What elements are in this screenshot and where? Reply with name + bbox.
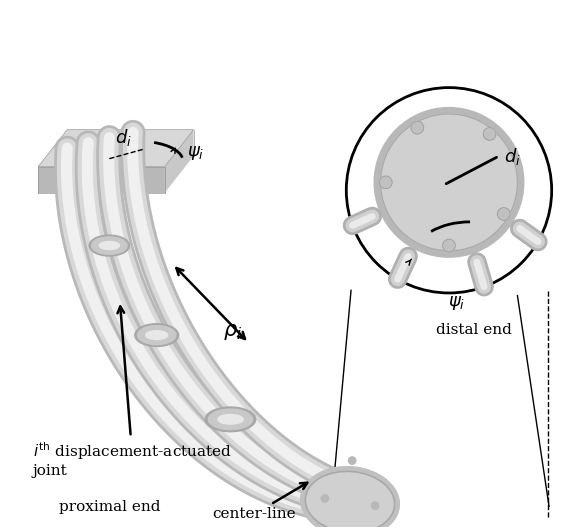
Circle shape xyxy=(443,239,455,252)
Text: $\psi_i$: $\psi_i$ xyxy=(448,295,466,313)
Text: $\rho_i$: $\rho_i$ xyxy=(222,323,242,343)
Ellipse shape xyxy=(205,407,255,432)
Ellipse shape xyxy=(306,472,395,528)
Ellipse shape xyxy=(146,331,168,340)
Text: $\psi_i$: $\psi_i$ xyxy=(187,145,204,163)
Text: $d_i$: $d_i$ xyxy=(504,146,521,166)
Ellipse shape xyxy=(135,324,179,346)
Ellipse shape xyxy=(218,414,243,424)
Polygon shape xyxy=(38,166,165,193)
Circle shape xyxy=(374,108,524,257)
Circle shape xyxy=(379,176,392,188)
Polygon shape xyxy=(165,130,194,193)
Circle shape xyxy=(498,208,510,220)
Circle shape xyxy=(349,457,356,464)
Ellipse shape xyxy=(137,326,176,345)
Text: center-line: center-line xyxy=(212,483,307,521)
Circle shape xyxy=(483,128,496,140)
Text: distal end: distal end xyxy=(436,323,512,337)
Ellipse shape xyxy=(300,467,399,528)
Circle shape xyxy=(411,121,424,134)
Circle shape xyxy=(346,88,552,293)
Circle shape xyxy=(371,502,379,510)
Polygon shape xyxy=(38,130,194,166)
Circle shape xyxy=(381,114,517,251)
Ellipse shape xyxy=(99,241,119,250)
Ellipse shape xyxy=(89,235,130,256)
Ellipse shape xyxy=(208,409,253,430)
Ellipse shape xyxy=(91,237,127,254)
Text: proximal end: proximal end xyxy=(59,501,160,514)
Text: $i^{\mathrm{th}}$ displacement-actuated
joint: $i^{\mathrm{th}}$ displacement-actuated … xyxy=(33,306,232,478)
Text: $d_i$: $d_i$ xyxy=(115,127,132,148)
Circle shape xyxy=(321,495,328,502)
